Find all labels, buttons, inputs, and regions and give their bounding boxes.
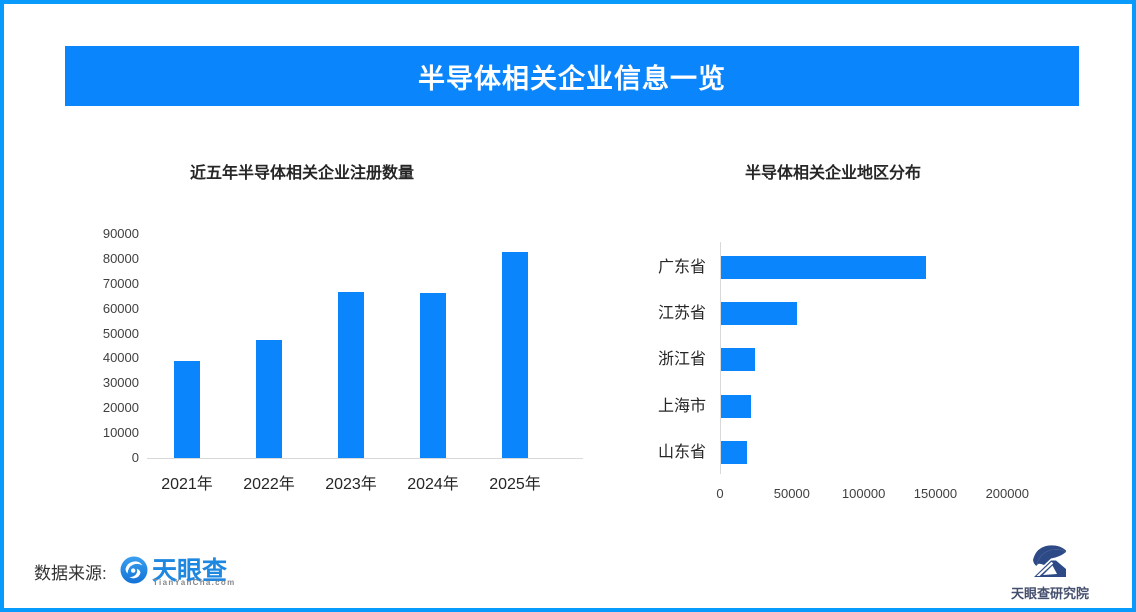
y-axis-tick-label: 20000 bbox=[102, 400, 139, 416]
x-axis-tick-label: 100000 bbox=[841, 486, 886, 501]
x-axis-label: 2023年 bbox=[325, 476, 377, 493]
research-institute-label: 天眼查研究院 bbox=[1010, 586, 1089, 601]
tianyancha-swirl-icon bbox=[120, 556, 148, 589]
bar-2021年 bbox=[174, 360, 200, 458]
data-source-label: 数据来源: bbox=[34, 564, 107, 583]
bar-广东省 bbox=[721, 256, 927, 279]
category-label: 江苏省 bbox=[657, 305, 706, 323]
category-label: 上海市 bbox=[657, 397, 706, 415]
bar-江苏省 bbox=[721, 302, 797, 326]
x-axis-tick-label: 0 bbox=[716, 486, 724, 501]
x-axis-label: 2024年 bbox=[407, 476, 459, 493]
x-axis-label: 2021年 bbox=[161, 476, 213, 493]
x-axis-tick-label: 50000 bbox=[773, 486, 810, 501]
y-axis-tick-label: 60000 bbox=[102, 300, 139, 316]
y-axis-tick-label: 70000 bbox=[102, 275, 139, 291]
title-banner: 半导体相关企业信息一览 bbox=[65, 46, 1079, 106]
bar-2025年 bbox=[502, 251, 528, 458]
y-axis-tick-label: 50000 bbox=[102, 325, 139, 341]
research-institute-icon bbox=[1030, 541, 1070, 586]
tianyancha-logo: 天眼查 TianYanCha.com bbox=[120, 554, 240, 590]
bar-2023年 bbox=[338, 291, 364, 458]
y-axis-tick-label: 10000 bbox=[102, 425, 139, 441]
right-chart-title: 半导体相关企业地区分布 bbox=[745, 165, 922, 182]
bar-2022年 bbox=[256, 339, 282, 458]
tianyancha-wordmark: 天眼查 bbox=[152, 557, 228, 585]
left-chart-title: 近五年半导体相关企业注册数量 bbox=[190, 165, 415, 182]
page-title: 半导体相关企业信息一览 bbox=[418, 63, 726, 94]
y-axis-tick-label: 0 bbox=[131, 450, 139, 465]
x-axis-tick-label: 200000 bbox=[985, 486, 1029, 501]
y-axis-tick-label: 30000 bbox=[102, 375, 139, 391]
bar-上海市 bbox=[721, 394, 751, 418]
bar-2024年 bbox=[420, 292, 446, 458]
category-label: 山东省 bbox=[657, 443, 706, 461]
tianyancha-domain-text: TianYanCha.com bbox=[153, 578, 236, 587]
bar-浙江省 bbox=[721, 348, 755, 372]
category-label: 浙江省 bbox=[657, 351, 706, 369]
right-chart-y-axis-line bbox=[720, 242, 721, 474]
y-axis-tick-label: 40000 bbox=[102, 350, 139, 366]
y-axis-tick-label: 90000 bbox=[102, 226, 139, 241]
x-axis-label: 2022年 bbox=[243, 476, 295, 493]
x-axis-label: 2025年 bbox=[489, 476, 541, 493]
tianyancha-research-logo: 天眼查研究院 bbox=[1004, 541, 1096, 601]
left-chart-x-axis-line bbox=[147, 458, 583, 459]
x-axis-tick-label: 150000 bbox=[913, 486, 958, 501]
bar-山东省 bbox=[721, 440, 747, 464]
category-label: 广东省 bbox=[657, 259, 706, 276]
y-axis-tick-label: 80000 bbox=[102, 250, 139, 266]
